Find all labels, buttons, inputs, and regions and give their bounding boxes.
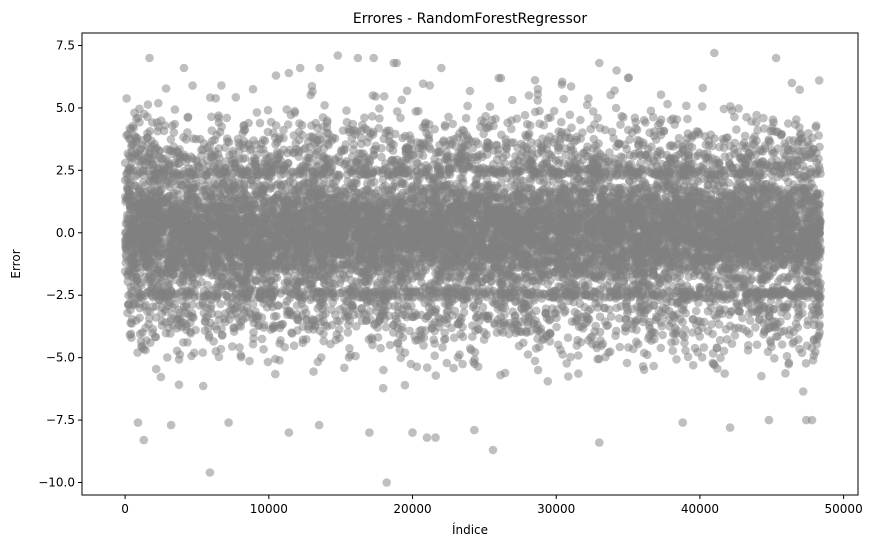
data-points: [120, 48, 825, 487]
chart-title: Errores - RandomForestRegressor: [353, 11, 587, 27]
